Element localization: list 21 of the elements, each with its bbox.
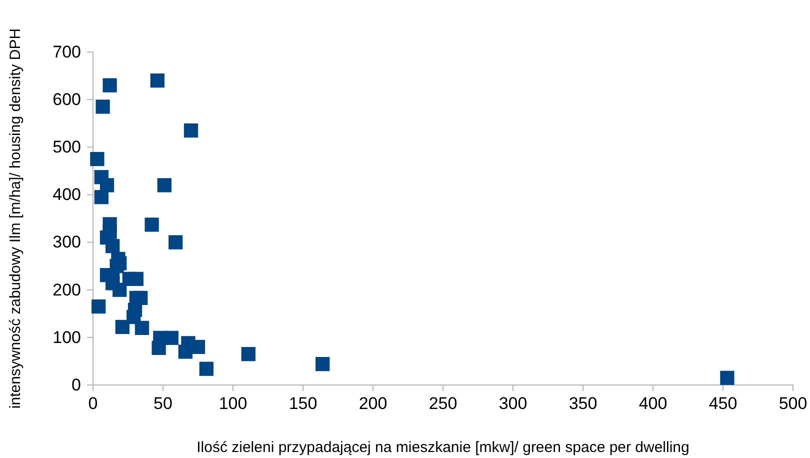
x-tick-label: 500 (778, 394, 808, 414)
x-tick-label: 0 (88, 394, 98, 414)
y-tick-label: 300 (52, 232, 81, 252)
x-tick-label: 200 (358, 394, 388, 414)
x-tick-label: 400 (638, 394, 668, 414)
x-tick-label: 450 (708, 394, 738, 414)
x-tick-label: 300 (498, 394, 528, 414)
y-tick-label: 600 (52, 90, 81, 110)
y-tick-label: 500 (52, 138, 81, 157)
x-tick-label: 50 (154, 394, 172, 414)
y-tick-label: 400 (52, 185, 81, 204)
x-tick-label: 250 (428, 394, 458, 414)
x-tick-label: 100 (218, 394, 248, 414)
y-tick-label: 100 (52, 328, 81, 347)
x-tick-label: 350 (568, 394, 598, 414)
y-tick-label: 200 (52, 280, 81, 300)
x-tick-label: 150 (288, 394, 318, 414)
y-tick-label: 0 (72, 375, 81, 394)
y-tick-label: 700 (52, 42, 81, 62)
y-axis-title: intensywność zabudowy Ilm [m/ha]/ housing density DPH (7, 28, 24, 409)
x-axis-title: Ilość zieleni przypadającej na mieszkanie [mkw]/ green space per dwelling (196, 439, 690, 456)
